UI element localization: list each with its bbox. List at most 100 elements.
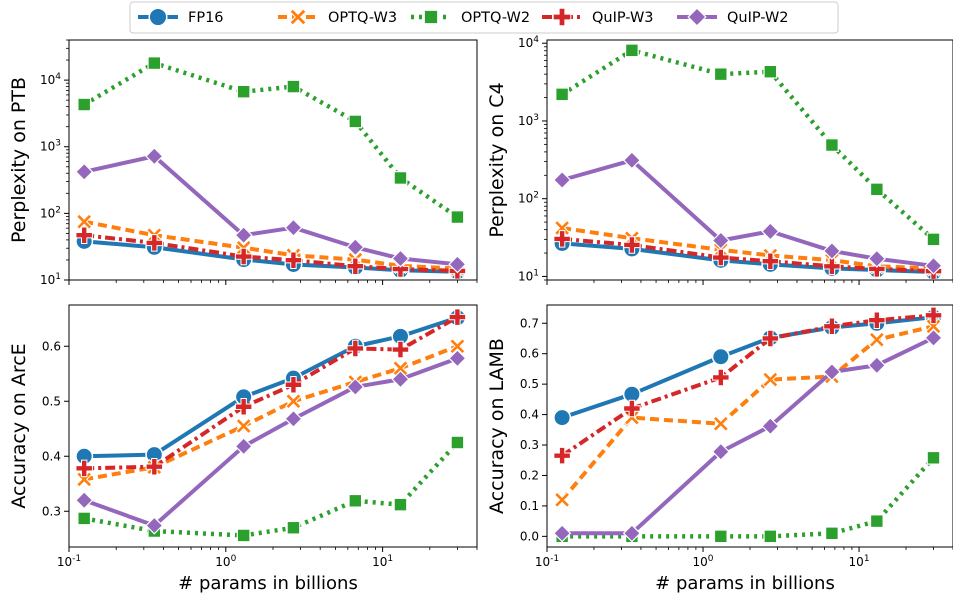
y-tick-label: 0.6 [42,339,61,353]
data-point-quip-w2 [75,162,94,181]
data-point-quip-w3 [391,340,410,359]
data-point-quip-w3 [712,368,730,387]
legend-label: OPTQ-W3 [328,10,397,26]
series-group [553,306,943,544]
data-point-fp16 [711,347,730,366]
series-group [75,308,467,543]
data-point-quip-w2 [924,328,943,347]
data-point-quip-w3 [346,257,365,275]
data-point-optq-w3 [449,338,466,355]
series-line-optq-w3 [560,324,934,502]
series-line-quip-w2 [561,158,934,268]
data-point-quip-w3 [448,308,467,326]
legend-label: OPTQ-W2 [461,10,530,26]
data-point-quip-w2 [711,442,730,461]
data-point-optq-w2 [926,232,941,247]
data-point-quip-w2 [284,218,303,237]
x-tick-label: 10-1 [57,554,81,569]
data-point-optq-w3 [712,415,730,432]
legend-item-quip-w2: QuIP-W2 [677,7,789,27]
data-point-optq-w2 [825,138,839,152]
data-point-quip-w2 [346,377,365,397]
data-point-optq-w3 [235,417,252,435]
data-point-optq-w2 [393,171,408,185]
y-tick-label: 0.6 [520,347,539,361]
data-point-quip-w3 [823,317,841,336]
data-point-quip-w3 [868,311,886,329]
x-axis [68,280,478,285]
panel-1: 101 102 103 104 Perplexity on PTB [8,39,478,287]
data-point-quip-w3 [234,247,253,266]
data-point-optq-w2 [348,114,363,129]
data-point-quip-w3 [284,376,303,394]
y-tick-label: 0.3 [520,438,539,452]
y-tick-label: 104 [40,72,61,87]
data-point-optq-w3 [75,471,93,488]
legend-item-fp16: FP16 [138,7,224,27]
data-point-quip-w3 [145,234,164,252]
data-point-quip-w2 [391,249,410,268]
y-tick-label: 104 [518,35,539,50]
data-point-quip-w2 [234,437,253,456]
data-point-quip-w3 [391,260,410,278]
data-point-quip-w2 [622,524,641,543]
x-axis-label: # params in billions [655,573,835,594]
y-tick-label: 0.3 [42,504,61,518]
data-point-quip-w3 [712,248,730,267]
data-point-quip-w2 [711,231,730,250]
plot-frame [68,304,478,548]
legend-frame [129,1,839,34]
y-axis: 101 102 103 104 [518,35,547,283]
data-point-quip-w2 [822,362,842,382]
data-point-quip-w3 [346,339,365,358]
legend-marker-icon [148,7,168,27]
data-point-optq-w3 [285,393,302,410]
data-point-optq-w2 [236,84,251,99]
data-point-quip-w2 [145,516,164,535]
series-line-optq-w2 [560,48,935,242]
panel-4: 10-1 100 101 0.0 0.1 0.2 0.3 0.4 0.5 0.6 0.7 Accura… [486,304,953,594]
data-point-quip-w2 [867,356,886,375]
data-point-quip-w2 [145,147,164,166]
x-tick-label: 100 [693,554,714,569]
x-axis: 10-1 100 101 [57,547,478,569]
legend-marker-icon [552,7,572,27]
panel-2: 101 102 103 104 Perplexity on C4 [486,35,953,285]
data-point-optq-w3 [75,213,93,230]
data-point-quip-w3 [553,446,571,465]
legend-label: QuIP-W2 [727,10,789,26]
data-point-optq-w2 [825,526,839,541]
data-point-quip-w3 [234,398,253,416]
x-tick-label: 101 [849,554,870,569]
data-point-quip-w2 [761,222,780,241]
series-group [75,56,467,280]
data-point-optq-w3 [553,491,571,509]
data-point-fp16 [553,408,572,427]
data-point-optq-w2 [713,529,728,544]
data-point-quip-w3 [75,459,93,478]
data-point-quip-w3 [145,457,164,476]
data-point-optq-w2 [869,182,884,197]
legend-item-optq-w3: OPTQ-W3 [278,8,397,26]
y-tick-label: 102 [40,205,61,220]
y-tick-label: 102 [518,191,539,206]
x-axis-label: # params in billions [178,573,358,594]
data-point-optq-w2 [348,493,363,508]
data-point-quip-w3 [75,226,93,244]
data-point-optq-w3 [553,219,571,237]
y-tick-label: 0.5 [520,377,539,391]
data-point-optq-w2 [763,64,778,79]
y-axis: 101 102 103 104 [40,39,69,287]
data-point-optq-w2 [869,514,884,529]
y-axis-label: Accuracy on LAMB [486,338,508,514]
data-point-quip-w2 [346,238,365,257]
data-point-optq-w2 [713,67,728,82]
data-point-optq-w2 [555,87,570,102]
x-axis: 10-1 100 101 [535,547,953,569]
data-point-optq-w2 [236,528,251,543]
legend-marker-icon [423,9,439,25]
y-tick-label: 0.2 [520,468,539,482]
series-line-optq-w2 [83,60,459,219]
plot-frame [68,39,478,281]
